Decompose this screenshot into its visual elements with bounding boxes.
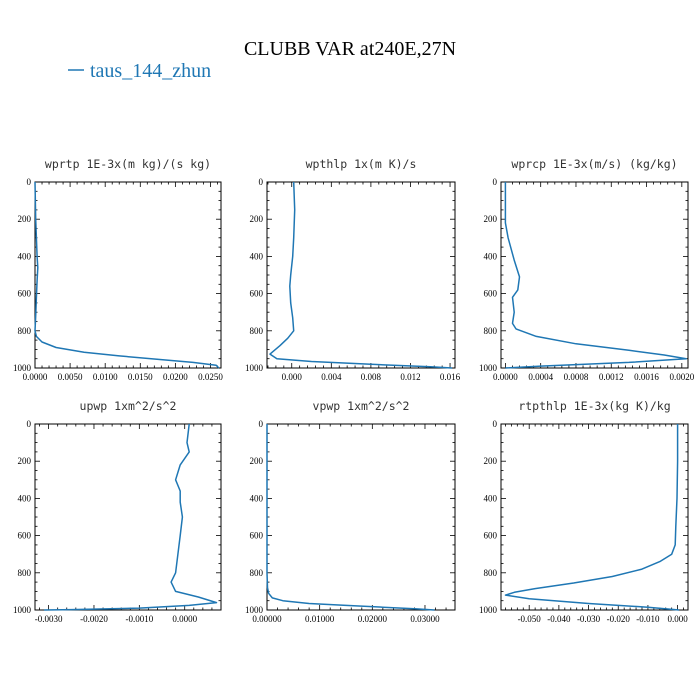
- y-tick-label: 0: [27, 419, 32, 429]
- y-tick-label: 1000: [13, 363, 32, 373]
- y-tick-label: 0: [493, 419, 498, 429]
- plot-frame: [34, 423, 222, 611]
- x-tick-label: 0.01000: [305, 614, 335, 624]
- y-tick-label: 0: [259, 177, 264, 187]
- subplot-4: upwp 1xm^2/s^2 0 200 400 600 800 1000-0.0030 -0…: [13, 399, 222, 624]
- y-tick-label: 200: [484, 214, 498, 224]
- y-tick-label: 0: [27, 177, 32, 187]
- legend-label: taus_144_zhun: [90, 60, 211, 82]
- y-tick-label: 1000: [479, 363, 498, 373]
- x-tick-label: 0.000: [282, 372, 303, 382]
- x-tick-label: 0.0004: [528, 372, 553, 382]
- y-tick-label: 800: [484, 568, 498, 578]
- y-tick-label: 400: [484, 251, 498, 261]
- y-tick-label: 1000: [479, 605, 498, 615]
- y-tick-label: 800: [18, 568, 32, 578]
- series-line: [44, 423, 218, 611]
- subplot-title: wpthlp 1x(m K)/s: [306, 157, 417, 171]
- x-tick-label: -0.040: [547, 614, 571, 624]
- x-tick-label: 0.03000: [410, 614, 440, 624]
- y-tick-label: 400: [18, 251, 32, 261]
- x-tick-label: -0.010: [636, 614, 660, 624]
- x-tick-label: 0.00000: [252, 614, 282, 624]
- series-line: [504, 424, 680, 611]
- y-tick-label: 1000: [245, 363, 264, 373]
- x-tick-label: -0.0010: [125, 614, 153, 624]
- x-tick-label: 0.0100: [93, 372, 118, 382]
- y-tick-label: 0: [259, 419, 264, 429]
- x-tick-label: -0.030: [577, 614, 601, 624]
- series-line: [504, 182, 687, 369]
- y-tick-label: 600: [484, 289, 498, 299]
- x-tick-label: 0.0020: [669, 372, 694, 382]
- x-tick-label: 0.0200: [163, 372, 188, 382]
- y-tick-label: 800: [18, 326, 32, 336]
- x-tick-label: 0.02000: [358, 614, 388, 624]
- y-tick-label: 600: [250, 531, 264, 541]
- y-tick-label: 400: [18, 493, 32, 503]
- y-tick-label: 800: [250, 568, 264, 578]
- x-tick-label: -0.0030: [35, 614, 63, 624]
- series-line: [266, 424, 435, 611]
- y-tick-label: 1000: [245, 605, 264, 615]
- x-tick-label: 0.0150: [128, 372, 153, 382]
- x-tick-label: 0.0012: [599, 372, 624, 382]
- x-tick-label: -0.020: [607, 614, 631, 624]
- plot-frame: [500, 423, 689, 611]
- x-tick-label: 0.008: [361, 372, 382, 382]
- x-tick-label: 0.016: [440, 372, 461, 382]
- x-tick-label: 0.0050: [58, 372, 83, 382]
- y-tick-label: 400: [484, 493, 498, 503]
- x-tick-label: 0.0250: [198, 372, 223, 382]
- subplot-grid: wprtp 1E-3x(m kg)/(s kg) 0 200 400 600 800 100…: [13, 157, 695, 624]
- subplot-2: wpthlp 1x(m K)/s 0 200 400 600 800 1000 0.000 0.…: [245, 157, 461, 382]
- x-tick-label: 0.0000: [493, 372, 518, 382]
- subplot-title: rtpthlp 1E-3x(kg K)/kg: [518, 399, 670, 413]
- series-line: [34, 181, 220, 369]
- y-tick-label: 600: [484, 531, 498, 541]
- y-tick-label: 600: [250, 289, 264, 299]
- subplot-1: wprtp 1E-3x(m kg)/(s kg) 0 200 400 600 800 100…: [13, 157, 223, 382]
- subplot-title: wprtp 1E-3x(m kg)/(s kg): [45, 157, 211, 171]
- x-tick-label: 0.012: [400, 372, 420, 382]
- y-tick-label: 600: [18, 531, 32, 541]
- plot-frame: [500, 181, 689, 369]
- y-tick-label: 200: [18, 456, 32, 466]
- series-line: [269, 181, 453, 369]
- subplot-3: wprcp 1E-3x(m/s) (kg/kg) 0 200 400 600 800 100…: [479, 157, 695, 382]
- y-tick-label: 800: [250, 326, 264, 336]
- y-tick-label: 400: [250, 493, 264, 503]
- x-tick-label: 0.004: [321, 372, 342, 382]
- x-tick-label: 0.0008: [564, 372, 589, 382]
- x-tick-label: 0.0000: [23, 372, 48, 382]
- y-tick-label: 1000: [13, 605, 32, 615]
- x-tick-label: 0.000: [667, 614, 688, 624]
- x-tick-label: -0.050: [518, 614, 542, 624]
- y-tick-label: 200: [250, 214, 264, 224]
- y-tick-label: 200: [484, 456, 498, 466]
- y-tick-label: 0: [493, 177, 498, 187]
- x-tick-label: 0.0016: [634, 372, 659, 382]
- subplot-title: upwp 1xm^2/s^2: [80, 399, 177, 413]
- subplot-title: wprcp 1E-3x(m/s) (kg/kg): [511, 157, 677, 171]
- x-tick-label: -0.0020: [80, 614, 108, 624]
- y-tick-label: 200: [18, 214, 32, 224]
- figure-title: CLUBB VAR at240E,27N: [244, 38, 456, 60]
- subplot-6: rtpthlp 1E-3x(kg K)/kg 0 200 400 600 800 1000 -…: [479, 399, 689, 624]
- legend: taus_144_zhun: [68, 60, 211, 82]
- y-tick-label: 400: [250, 251, 264, 261]
- y-tick-label: 200: [250, 456, 264, 466]
- y-tick-label: 800: [484, 326, 498, 336]
- y-tick-label: 600: [18, 289, 32, 299]
- plot-frame: [34, 181, 222, 369]
- subplot-title: vpwp 1xm^2/s^2: [313, 399, 410, 413]
- x-tick-label: 0.0000: [172, 614, 197, 624]
- plot-frame: [266, 423, 456, 611]
